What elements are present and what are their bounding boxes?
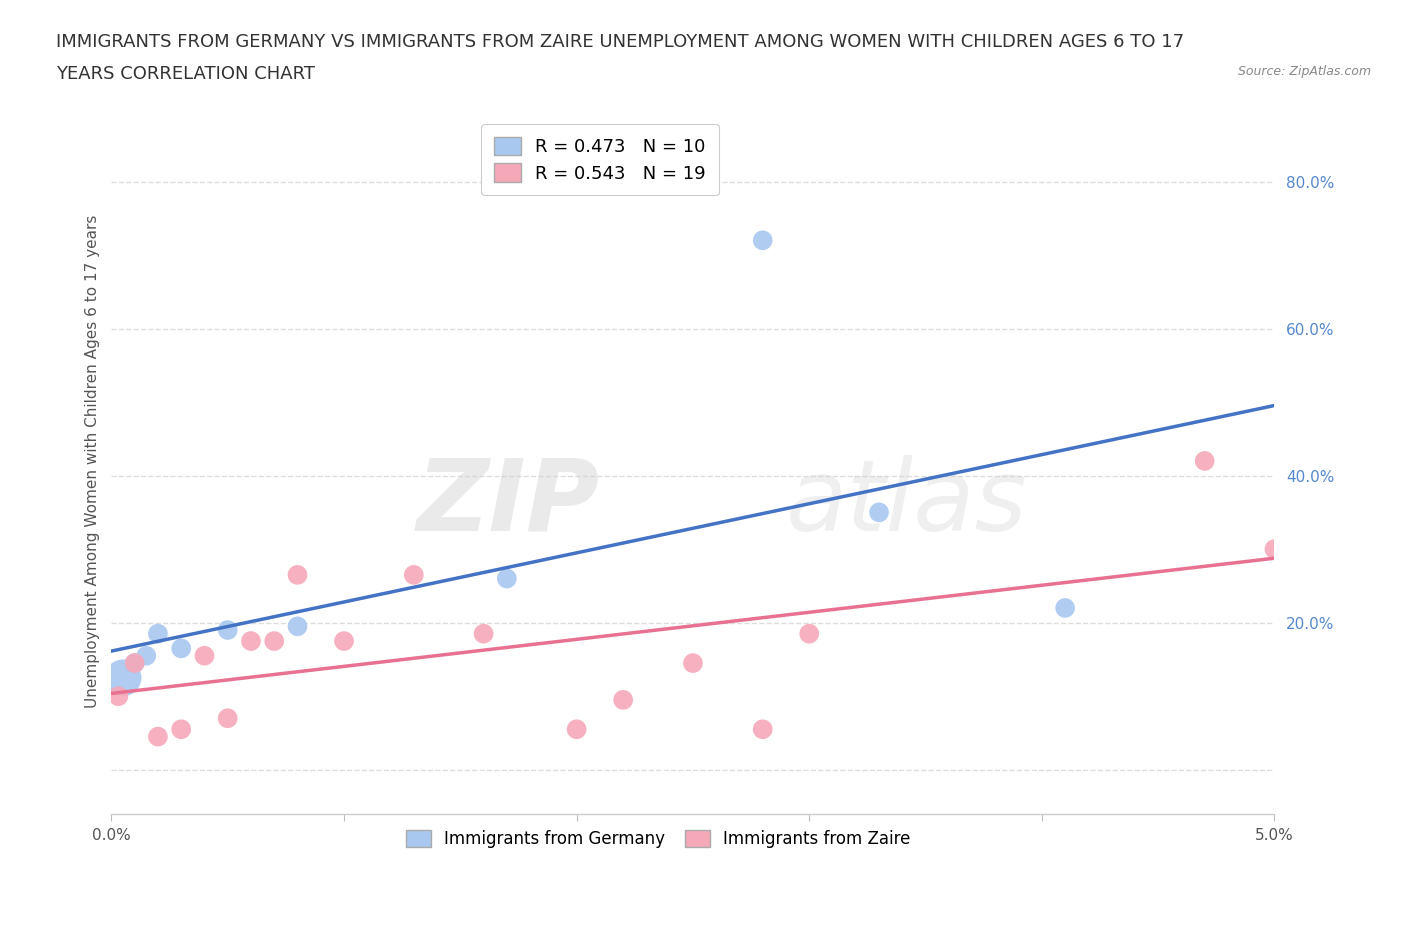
Point — [472, 626, 495, 641]
Point — [287, 567, 309, 582]
Point — [124, 656, 146, 671]
Text: atlas: atlas — [786, 455, 1028, 551]
Point — [751, 232, 773, 247]
Point — [799, 626, 821, 641]
Legend: Immigrants from Germany, Immigrants from Zaire: Immigrants from Germany, Immigrants from… — [395, 820, 921, 858]
Point — [124, 656, 146, 671]
Point — [146, 626, 169, 641]
Point — [402, 567, 425, 582]
Point — [107, 689, 129, 704]
Point — [1194, 454, 1216, 469]
Point — [868, 505, 890, 520]
Text: Source: ZipAtlas.com: Source: ZipAtlas.com — [1237, 65, 1371, 78]
Point — [263, 633, 285, 648]
Point — [170, 722, 193, 737]
Point — [751, 722, 773, 737]
Point — [217, 622, 239, 637]
Point — [170, 641, 193, 656]
Point — [565, 722, 588, 737]
Point — [193, 648, 215, 663]
Point — [333, 633, 356, 648]
Point — [495, 571, 517, 586]
Text: YEARS CORRELATION CHART: YEARS CORRELATION CHART — [56, 65, 315, 83]
Point — [146, 729, 169, 744]
Point — [112, 671, 135, 685]
Point — [240, 633, 263, 648]
Point — [1263, 541, 1285, 556]
Text: IMMIGRANTS FROM GERMANY VS IMMIGRANTS FROM ZAIRE UNEMPLOYMENT AMONG WOMEN WITH C: IMMIGRANTS FROM GERMANY VS IMMIGRANTS FR… — [56, 33, 1184, 50]
Y-axis label: Unemployment Among Women with Children Ages 6 to 17 years: Unemployment Among Women with Children A… — [86, 214, 100, 708]
Text: ZIP: ZIP — [418, 455, 600, 551]
Point — [612, 693, 634, 708]
Point — [682, 656, 704, 671]
Point — [287, 618, 309, 633]
Point — [135, 648, 157, 663]
Point — [217, 711, 239, 725]
Point — [1054, 601, 1077, 616]
